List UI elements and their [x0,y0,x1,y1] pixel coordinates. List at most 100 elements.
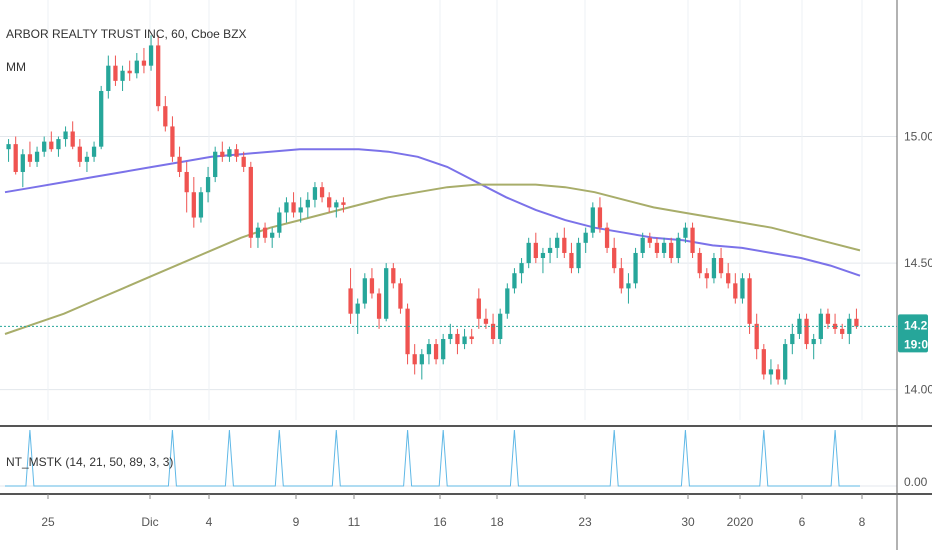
candle [327,192,332,213]
candle [825,308,831,329]
candle-body [262,227,268,238]
candle [476,288,481,329]
candle-body [519,263,524,274]
time-tick-label: 25 [41,515,55,529]
candle-body [825,313,831,324]
candle-body [661,242,667,253]
candle [519,258,524,284]
candle [42,136,47,157]
candle-body [775,369,781,380]
candle-body [804,318,809,345]
candle-body [733,283,738,299]
candle [205,166,211,203]
candle [27,141,33,167]
candle [99,85,104,150]
candle-body [462,336,467,345]
time-tick-label: 4 [206,515,213,529]
candle-body [476,298,481,319]
candle [20,149,25,188]
candle [597,197,603,233]
candle [391,263,396,289]
candle [412,344,417,375]
candle [277,207,282,238]
moving-average-fast [4,148,861,277]
candle [448,323,453,345]
candle [227,146,232,162]
candle [640,232,645,259]
time-axis-ticks: 25 Dic 4 9 11 16 18 23 30 2020 6 8 [41,494,866,529]
candle [512,268,517,294]
candle [775,364,781,385]
candle-body [490,323,496,340]
candle-body [327,197,332,208]
candle [526,237,531,269]
candle-body [832,323,838,329]
candle [398,278,403,314]
candle [148,35,154,71]
candle-body [319,187,325,198]
candle [704,268,709,289]
candle [604,222,610,253]
candle [405,303,410,365]
candle [13,136,18,175]
candle-body [533,242,538,259]
oscillator-axis-value: 0.00 [904,475,928,489]
candle [790,323,795,355]
candle-body [726,273,731,284]
candle [248,161,253,248]
moving-averages [4,148,861,335]
candle-body [405,308,410,355]
candle [740,273,745,304]
candle-body [120,70,125,81]
candle-body [469,336,474,340]
candle-body [690,227,695,253]
candle [669,237,674,264]
candle-body [811,339,816,345]
candle-body [455,333,460,345]
candle [733,273,738,304]
candle [433,339,439,365]
time-tick-label: 8 [859,515,866,529]
candle-body [740,278,745,299]
last-price-value: 14.25 [904,318,932,332]
candle [832,313,838,334]
candle-body [91,146,97,157]
candle-body [113,65,118,81]
candle-body [270,232,275,238]
oscillator-series [5,429,860,487]
candle [441,333,446,365]
candle-body [156,45,161,107]
candle [840,323,845,340]
candle-body [711,258,717,279]
candle-body [6,144,11,150]
candle-body [27,154,33,162]
candle-body [284,202,289,213]
time-tick-label: Dic [141,515,158,529]
candle-body [669,242,674,259]
candle [319,182,325,203]
candle-body [163,106,168,127]
candle [177,146,182,178]
candle-body [633,252,638,284]
candle [754,313,759,360]
candle [198,187,204,223]
candle [547,237,553,264]
candle [163,96,168,132]
candle-body [505,288,510,314]
oscillator-label: NT_MSTK (14, 21, 50, 89, 3, 3) [6,455,173,469]
candle-body [562,237,567,253]
candle-body [84,156,90,162]
candle-body [576,242,581,269]
candle-body [56,139,61,150]
time-tick-label: 6 [799,515,806,529]
candle [234,144,239,162]
candle-body [213,151,218,178]
candle [348,268,353,324]
candle [369,268,375,299]
candle [70,121,75,150]
candle [455,328,460,355]
candle-body [77,146,82,162]
time-tick-label: 30 [681,515,695,529]
candle [726,263,731,289]
